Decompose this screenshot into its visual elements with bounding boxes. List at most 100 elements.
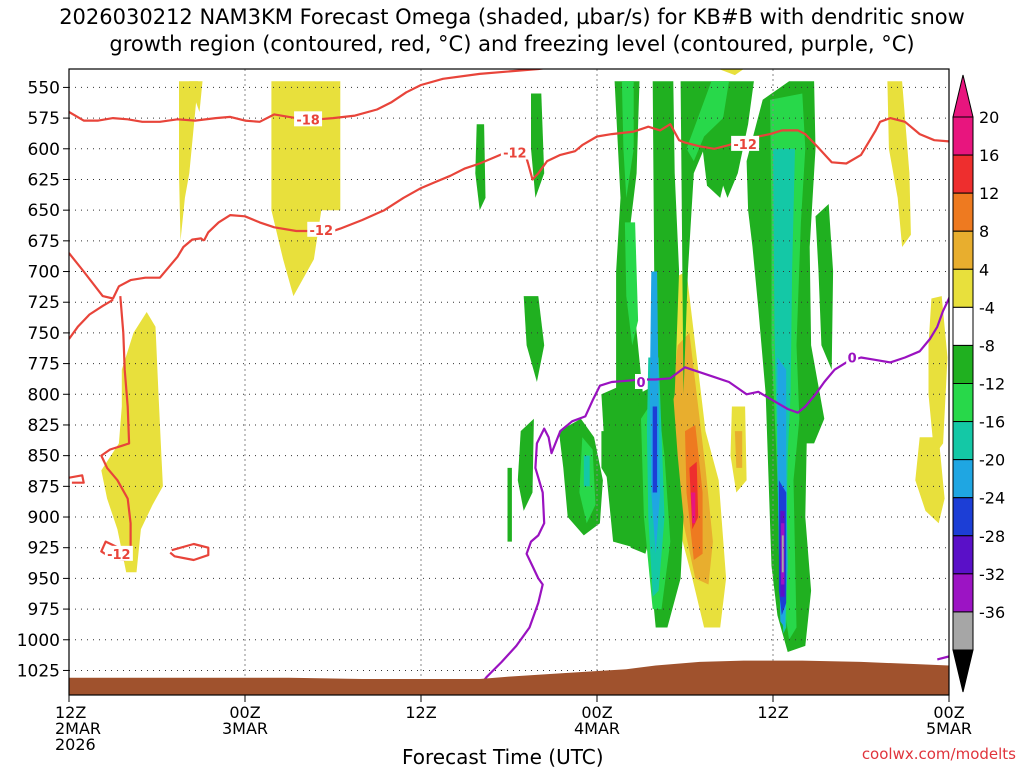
- contour-label-1: -12: [503, 146, 527, 161]
- chart-title: 2026030212 NAM3KM Forecast Omega (shaded…: [0, 4, 1024, 58]
- contour-labels: -18 -12 -12 -12 -12 0 0: [104, 111, 859, 563]
- x-tick-label: 00Z: [229, 703, 260, 722]
- terrain-area: [69, 660, 949, 695]
- colorbar-label: -8: [979, 336, 995, 355]
- colorbar-label: 12: [979, 184, 999, 203]
- contour-label-bg: [500, 144, 529, 160]
- colorbar-label: -4: [979, 298, 995, 317]
- omega-region-34: [686, 81, 729, 162]
- y-tick-label: 1025: [17, 661, 60, 681]
- colorbar-top-arrow: [952, 74, 974, 118]
- omega-region-30: [621, 81, 634, 198]
- colorbar-label: -12: [979, 375, 1005, 394]
- freezing-contour-1: [937, 655, 949, 661]
- colorbar-swatch: [952, 230, 974, 270]
- y-tick-label: 750: [28, 324, 60, 344]
- contour-label-5: 0: [636, 376, 645, 391]
- y-tick-label: 700: [28, 263, 60, 283]
- y-tick-label: 550: [28, 78, 60, 98]
- omega-region-41: [652, 406, 658, 493]
- contour-label-bg: [104, 545, 133, 561]
- omega-region-26: [523, 296, 545, 382]
- omega-region-11: [734, 431, 743, 468]
- contour-label-bg: [635, 374, 647, 389]
- x-tick-label: 12Z: [55, 703, 86, 722]
- omega-region-27: [507, 467, 512, 542]
- omega-region-24: [517, 418, 534, 511]
- x-tick-label: 12Z: [757, 703, 788, 722]
- colorbar-swatch: [952, 421, 974, 461]
- y-tick-label: 650: [28, 201, 60, 221]
- colorbar-swatch: [952, 268, 974, 308]
- omega-region-25: [531, 93, 545, 198]
- x-tick-label: 5MAR: [926, 719, 972, 738]
- y-tick-label: 900: [28, 508, 60, 528]
- colorbar-swatch: [952, 192, 974, 232]
- colorbar-bottom-arrow: [952, 649, 974, 693]
- colorbar-swatch: [952, 497, 974, 537]
- y-tick-label: 800: [28, 385, 60, 405]
- x-axis-title: Forecast Time (UTC): [402, 745, 604, 769]
- terrain-fill: [69, 660, 949, 695]
- colorbar-swatch: [952, 611, 974, 651]
- colorbar-swatch: [952, 306, 974, 346]
- colorbar-label: -24: [979, 489, 1005, 508]
- colorbar-swatch: [952, 573, 974, 613]
- y-tick-label: 925: [28, 539, 60, 559]
- colorbar-label: -36: [979, 603, 1005, 622]
- colorbar-label: -16: [979, 413, 1005, 432]
- freezing-contour-0: [471, 295, 949, 695]
- omega-region-2: [271, 81, 341, 297]
- chart-title-line1: 2026030212 NAM3KM Forecast Omega (shaded…: [59, 5, 965, 29]
- omega-region-1: [189, 81, 203, 112]
- x-tick-label: 00Z: [581, 703, 612, 722]
- colorbar-label: 20: [979, 108, 999, 127]
- y-tick-label: 975: [28, 600, 60, 620]
- y-tick-label: 675: [28, 232, 60, 252]
- contour-label-bg: [307, 221, 336, 237]
- omega-region-7: [718, 69, 744, 76]
- chart-title-line2: growth region (contoured, red, °C) and f…: [109, 32, 915, 56]
- colorbar-label: -32: [979, 565, 1005, 584]
- y-tick-label: 825: [28, 416, 60, 436]
- colorbar-label: 4: [979, 260, 989, 279]
- x-tick-label: 2MAR: [55, 719, 101, 738]
- colorbar-swatch: [952, 459, 974, 499]
- contour-label-bg: [846, 349, 859, 365]
- y-tick-label: 725: [28, 293, 60, 313]
- omega-region-45: [781, 535, 784, 573]
- dgz-contour-0: [69, 69, 548, 123]
- contour-label-bg: [294, 111, 323, 127]
- omega-region-29: [601, 431, 611, 481]
- plot-grid: [69, 69, 949, 695]
- y-tick-label: 575: [28, 109, 60, 129]
- omega-region-20: [702, 148, 727, 198]
- y-tick-label: 600: [28, 140, 60, 160]
- omega-region-31: [624, 222, 639, 346]
- contour-label-bg: [731, 135, 760, 151]
- plot-frame: [68, 68, 950, 696]
- y-tick-label: 950: [28, 569, 60, 589]
- colorbar-swatch: [952, 116, 974, 156]
- y-tick-label: 850: [28, 447, 60, 467]
- y-tick-label: 625: [28, 170, 60, 190]
- omega-region-23: [815, 204, 834, 370]
- contour-label-2: -12: [310, 224, 334, 239]
- dgz-contour-4: [100, 296, 132, 562]
- omega-region-3: [101, 312, 163, 573]
- site-credit: coolwx.com/modelts: [861, 745, 1016, 763]
- pressure-axis: 550 575 600 625 650 675 700 725 750 775 800 825 850 8…: [17, 78, 69, 681]
- y-tick-label: 1000: [17, 631, 60, 651]
- omega-region-14: [690, 492, 696, 524]
- omega-region-36: [583, 455, 590, 487]
- colorbar-label: -20: [979, 451, 1005, 470]
- colorbar-label: -28: [979, 527, 1005, 546]
- omega-region-28: [475, 124, 486, 211]
- dgz-contour-2: [69, 237, 205, 300]
- x-tick-label: 3MAR: [222, 719, 268, 738]
- colorbar-swatch: [952, 535, 974, 575]
- x-tick-label: 4MAR: [574, 719, 620, 738]
- contour-label-3: -12: [733, 138, 757, 153]
